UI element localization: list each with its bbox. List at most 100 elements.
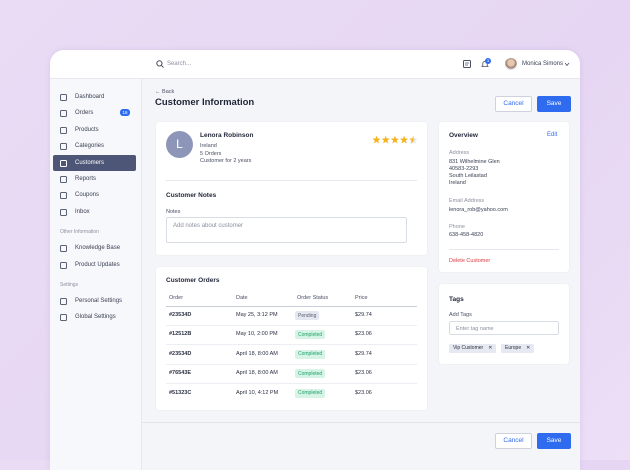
phone: 638-458-4820 (449, 232, 484, 238)
cell: April 18, 8:00 AM (236, 370, 278, 377)
user-name[interactable]: Monica Simons (522, 61, 564, 67)
cell: #12512B (169, 331, 192, 338)
nav-item[interactable]: Inbox (75, 208, 90, 215)
sidebar (50, 79, 142, 470)
nav-item[interactable]: Coupons (75, 192, 100, 199)
cell: #76543E (169, 370, 192, 377)
chevron-icon[interactable] (564, 62, 570, 67)
row-divider (166, 363, 417, 365)
cell: $29.74 (355, 350, 372, 357)
cell: $23.06 (355, 370, 372, 377)
nav-item[interactable]: Product Updates (75, 261, 120, 268)
nav-icon (60, 261, 67, 269)
customer-name: Lenora Robinson (200, 132, 254, 139)
divider (166, 180, 417, 181)
nav-item[interactable]: Products (75, 126, 99, 133)
status-badge: Completed (295, 369, 326, 379)
nav-item-active[interactable] (53, 154, 136, 171)
nav-item[interactable]: Customers (75, 159, 105, 166)
address-line: South Leilastad (449, 173, 487, 179)
column-header: Order (169, 295, 184, 301)
cancel-button[interactable]: Cancel (495, 96, 532, 112)
nav-icon (60, 176, 67, 183)
nav-icon (60, 298, 67, 305)
tag-label: Europe (505, 345, 522, 351)
messages-icon[interactable] (463, 60, 471, 68)
cell: #23534D (169, 350, 192, 357)
nav-icon (60, 314, 67, 322)
back-link[interactable]: ← Back (155, 89, 175, 95)
cell: #51323C (169, 389, 192, 396)
nav-item[interactable]: Dashboard (75, 94, 105, 100)
cell: $23.06 (355, 389, 372, 396)
save-button[interactable]: Save (537, 433, 571, 449)
cell: May 10, 2:00 PM (236, 331, 278, 338)
status-badge: Completed (295, 349, 326, 359)
page-title: Customer Information (155, 97, 255, 108)
cancel-button[interactable]: Cancel (495, 433, 532, 449)
nav-badge: 16 (120, 109, 130, 117)
nav-item[interactable]: Knowledge Base (75, 245, 121, 252)
email-label: Email Address (449, 198, 485, 204)
nav-icon (60, 110, 67, 118)
customer-detail: Ireland (200, 143, 217, 149)
app-window: Search... 3 Monica Simons ← Back Custome… (50, 50, 580, 470)
nav-section-title: Other Information (60, 229, 99, 236)
delete-customer[interactable]: Delete Customer (449, 258, 491, 264)
address-label: Address (449, 150, 470, 156)
save-button[interactable]: Save (537, 96, 571, 112)
cell: May 25, 3:12 PM (236, 312, 278, 318)
tag-remove[interactable]: ✕ (488, 345, 493, 351)
nav-icon (60, 192, 67, 200)
star (381, 135, 390, 144)
nav-item[interactable]: Categories (75, 143, 105, 150)
cell: #23534D (169, 312, 192, 318)
customer-card (156, 122, 427, 255)
star (400, 135, 409, 144)
star (372, 135, 381, 144)
orders-card (156, 267, 427, 410)
nav-item[interactable]: Personal Settings (75, 298, 123, 304)
nav-item[interactable]: Reports (75, 176, 97, 182)
nav-icon (60, 159, 67, 167)
nav-icon (60, 245, 67, 253)
tag-label: Vip Customer (453, 345, 484, 351)
star (409, 135, 414, 144)
status-badge: Pending (295, 311, 320, 320)
customer-detail: 5 Orders (200, 150, 222, 157)
customer-detail: Customer for 2 years (200, 158, 252, 164)
address-line: Ireland (449, 180, 466, 186)
row-divider (166, 383, 417, 385)
table-divider (166, 306, 417, 307)
row-divider (166, 325, 417, 326)
tag-input[interactable]: Enter tag name (449, 321, 559, 335)
nav-item[interactable]: Global Settings (75, 314, 116, 321)
nav-icon (60, 126, 67, 134)
column-header: Order Status (297, 295, 329, 301)
rating-stars (372, 135, 418, 144)
nav-icon (60, 94, 67, 101)
notes-label: Notes (166, 209, 181, 215)
status-badge: Completed (295, 330, 326, 340)
back-label[interactable]: Back (162, 89, 175, 95)
edit-link[interactable]: Edit (547, 132, 558, 138)
phone-label: Phone (449, 224, 465, 230)
column-header: Price (355, 295, 368, 301)
search-icon (156, 60, 164, 68)
search-input[interactable]: Search... (167, 61, 192, 67)
tag-chip[interactable]: Europe ✕ (501, 344, 535, 353)
orders-title: Customer Orders (166, 277, 220, 284)
row-divider (166, 344, 417, 346)
top-bar (50, 50, 580, 79)
notes-input[interactable]: Add notes about customer (166, 217, 407, 243)
overview-card (439, 122, 569, 272)
footer-divider (142, 422, 580, 423)
notes-title: Customer Notes (166, 192, 217, 199)
nav-item[interactable]: Orders (75, 110, 94, 117)
tag-remove[interactable]: ✕ (526, 345, 531, 351)
notification-badge: 3 (485, 58, 491, 64)
nav-icon (60, 143, 67, 151)
tag-chip[interactable]: Vip Customer ✕ (449, 344, 497, 353)
user-avatar[interactable] (505, 58, 517, 70)
